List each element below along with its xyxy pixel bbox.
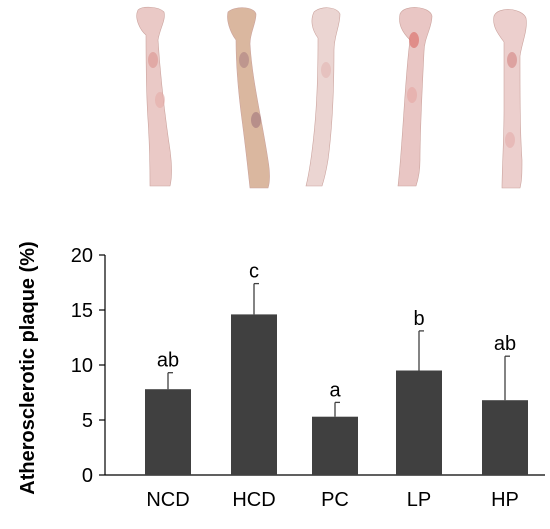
plaque-spot: [239, 52, 249, 68]
y-tick-label: 0: [82, 465, 93, 487]
plaque-spot: [155, 92, 165, 108]
error-bars: [167, 282, 510, 417]
plaque-spot: [507, 52, 517, 68]
significance-pc: a: [329, 379, 341, 401]
x-tick-label-lp: LP: [407, 489, 431, 511]
y-tick-label: 15: [71, 300, 93, 322]
y-tick-label: 10: [71, 355, 93, 377]
plaque-spot: [505, 132, 515, 148]
aorta-specimen-hp: [493, 9, 527, 189]
y-tick-label: 20: [71, 245, 93, 267]
y-axis-title: Atherosclerotic plaque (%): [17, 241, 39, 494]
plaque-spot: [407, 87, 417, 103]
significance-ncd: ab: [157, 350, 179, 372]
y-tick-labels: 0 5 10 15 20: [71, 245, 105, 487]
aorta-photos: [136, 6, 527, 189]
significance-hcd: c: [249, 261, 259, 283]
significance-lp: b: [413, 308, 424, 330]
significance-hp: ab: [494, 333, 516, 355]
plaque-spot: [148, 52, 158, 68]
x-tick-label-pc: PC: [321, 489, 349, 511]
plaque-spot: [409, 32, 419, 48]
bars: [145, 314, 528, 475]
bar-hcd: [231, 314, 277, 475]
bar-pc: [312, 416, 358, 475]
x-tick-labels: NCD HCD PC LP HP: [146, 489, 519, 511]
aorta-specimen-pc: [305, 7, 341, 187]
bar-lp: [396, 370, 442, 475]
y-tick-label: 5: [82, 410, 93, 432]
x-tick-label-ncd: NCD: [146, 489, 189, 511]
plaque-spot: [251, 112, 261, 128]
x-tick-label-hp: HP: [491, 489, 519, 511]
plaque-spot: [321, 62, 331, 78]
x-tick-label-hcd: HCD: [232, 489, 275, 511]
bar-hp: [482, 400, 528, 475]
aorta-specimen-ncd: [136, 6, 172, 187]
aorta-specimen-hcd: [227, 7, 270, 189]
bar-ncd: [145, 389, 191, 475]
